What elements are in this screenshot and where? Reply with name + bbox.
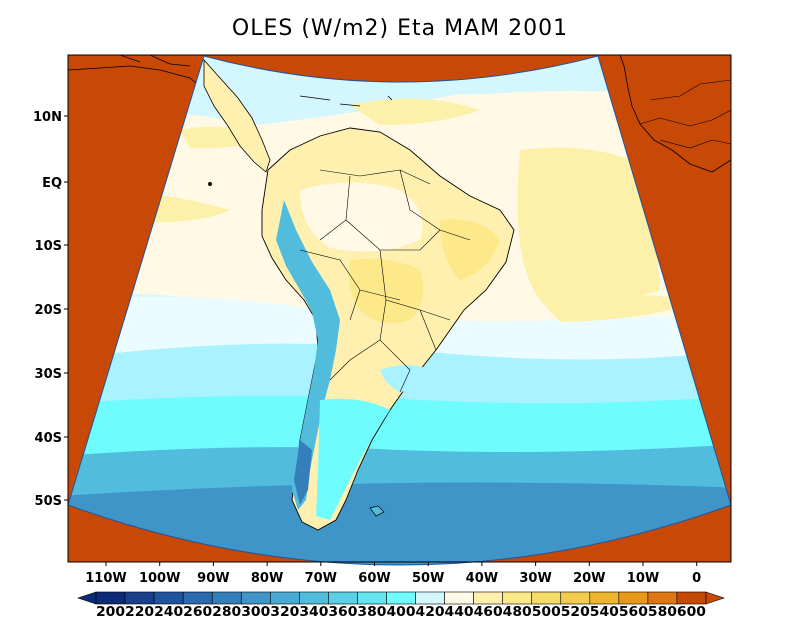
colorbar-segment	[473, 591, 503, 605]
colorbar-label: 560	[619, 605, 648, 618]
central-america-coastline	[68, 55, 205, 91]
colorbar-segment	[415, 591, 445, 605]
lat-label: 50S	[35, 494, 62, 509]
colorbar: 200 220 240 260 280 300 320 340 360 380 400 420 440 4…	[77, 591, 725, 618]
lat-label: 30S	[35, 367, 62, 382]
colorbar-segment	[676, 591, 707, 605]
lat-label: 10S	[35, 239, 62, 254]
colorbar-label: 200	[96, 605, 125, 618]
africa-coastline	[619, 55, 731, 173]
galapagos-islands	[208, 182, 212, 186]
colorbar-label: 340	[299, 605, 328, 618]
colorbar-label: 260	[183, 605, 212, 618]
lon-label: 10W	[627, 571, 659, 586]
yellow-southeast	[540, 295, 700, 322]
lon-label: 0	[692, 571, 701, 586]
lat-label: EQ	[42, 176, 62, 191]
lat-label: 20S	[35, 303, 62, 318]
colorbar-segment	[531, 591, 562, 605]
colorbar-label: 400	[386, 605, 415, 618]
colorbar-segment	[618, 591, 649, 605]
colorbar-label: 380	[357, 605, 386, 618]
colorbar-label: 500	[532, 605, 561, 618]
lon-label: 60W	[358, 571, 390, 586]
colorbar-segment	[299, 591, 329, 605]
longitude-axis: 110W 100W 90W 80W 70W 60W 50W 40W 30W 20W 10W 0	[85, 562, 701, 586]
caribbean-islands	[299, 59, 393, 107]
brazil-east-yellow	[440, 219, 500, 280]
colorbar-label: 220	[125, 605, 154, 618]
colorbar-segment	[95, 591, 126, 605]
colorbar-segment	[589, 591, 620, 605]
lon-label: 20W	[573, 571, 605, 586]
lat-label: 40S	[35, 431, 62, 446]
andes-deep	[294, 440, 312, 505]
colorbar-segment	[211, 591, 242, 605]
colorbar-under-arrow	[77, 591, 97, 605]
colorbar-segment	[153, 591, 184, 605]
colorbar-segment	[269, 591, 300, 605]
yellow-caribbean	[350, 98, 480, 125]
colorbar-segment	[647, 591, 678, 605]
lon-label: 50W	[412, 571, 444, 586]
colorbar-segment	[357, 591, 387, 605]
colorbar-label: 360	[328, 605, 357, 618]
colorbar-label: 460	[474, 605, 503, 618]
lon-label: 40W	[466, 571, 498, 586]
lon-label: 100W	[139, 571, 180, 586]
colorbar-segment	[502, 591, 533, 605]
latitude-axis: 10N EQ 10S 20S 30S 40S 50S	[33, 110, 68, 509]
lat-label: 10N	[33, 110, 62, 125]
lon-label: 70W	[305, 571, 337, 586]
colorbar-label: 440	[445, 605, 474, 618]
amazon-cream	[300, 182, 423, 252]
yellow-atlantic	[517, 147, 660, 304]
colorbar-segment	[560, 591, 591, 605]
band-cyan	[68, 391, 731, 456]
colorbar-label: 420	[416, 605, 445, 618]
colorbar-label: 300	[241, 605, 270, 618]
colorbar-label: 480	[503, 605, 532, 618]
uruguay-lightblue	[380, 365, 430, 392]
colorbar-segment	[444, 591, 474, 605]
colorbar-label: 580	[648, 605, 677, 618]
colorbar-label: 540	[590, 605, 619, 618]
colorbar-label: 320	[270, 605, 299, 618]
patagonia-blue	[316, 398, 390, 520]
domain-outline	[67, 55, 732, 566]
lon-label: 90W	[197, 571, 229, 586]
country-borders	[299, 169, 471, 393]
colorbar-segment	[182, 591, 213, 605]
africa-borders	[639, 79, 731, 149]
colorbar-label: 240	[154, 605, 183, 618]
central-america-land	[203, 58, 271, 173]
map-title: OLES (W/m2) Eta MAM 2001	[231, 16, 569, 41]
colorbar-segment	[124, 591, 155, 605]
colorbar-label: 520	[561, 605, 590, 618]
colorbar-label: 280	[212, 605, 241, 618]
band-deep-blue	[68, 476, 731, 565]
lon-label: 30W	[519, 571, 551, 586]
lon-label: 80W	[251, 571, 283, 586]
colorbar-segment	[328, 591, 358, 605]
colorbar-label: 600	[677, 605, 706, 618]
lon-label: 110W	[85, 571, 126, 586]
colorbar-segment	[240, 591, 271, 605]
band-mid-blue	[68, 440, 731, 496]
colorbar-over-arrow	[705, 591, 725, 605]
highland-yellow	[348, 258, 424, 324]
colorbar-segment	[386, 591, 416, 605]
falkland-islands	[369, 505, 385, 517]
